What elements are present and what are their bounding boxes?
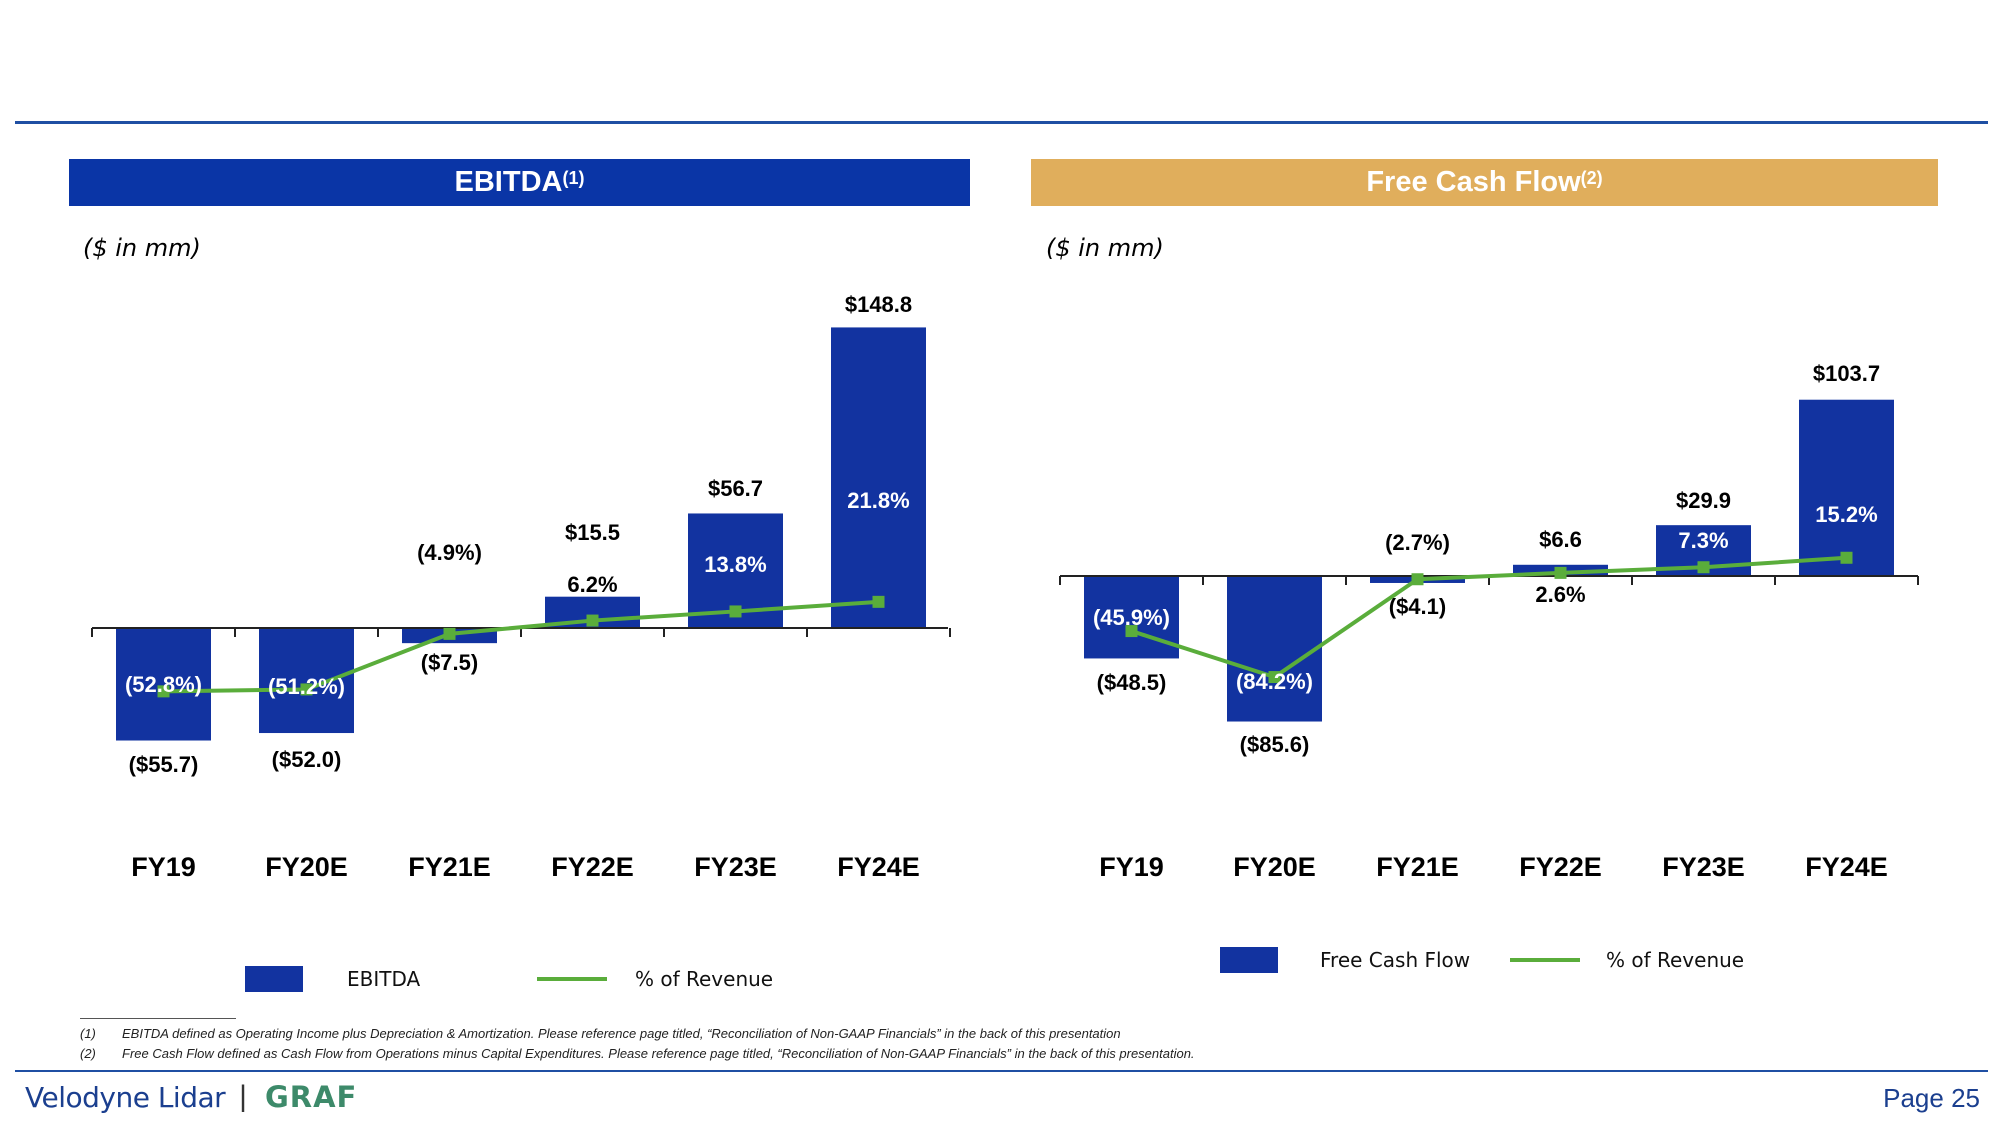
brand-logo: Velodyne Lidar | GRAF bbox=[25, 1080, 357, 1114]
fcf-bar-fy19 bbox=[1084, 576, 1179, 659]
fcf-pct-label-fy21e: (2.7%) bbox=[1385, 530, 1450, 555]
footnote-rule bbox=[80, 1018, 236, 1019]
fcf-pct-label-fy24e: 15.2% bbox=[1815, 502, 1877, 527]
fcf-category-fy22e: FY22E bbox=[1519, 852, 1602, 882]
fcf-pct-marker-fy21e bbox=[1411, 573, 1424, 586]
ebitda-pct-label-fy22e: 6.2% bbox=[567, 572, 617, 597]
fcf-bar-label-fy22e: $6.6 bbox=[1539, 527, 1582, 552]
ebitda-pct-marker-fy22e bbox=[586, 614, 599, 627]
ebitda-pct-marker-fy23e bbox=[729, 605, 742, 618]
fcf-legend: Free Cash Flow % of Revenue bbox=[1220, 947, 1744, 973]
ebitda-bar-label-fy23e: $56.7 bbox=[708, 476, 763, 501]
ebitda-bar-label-fy19: ($55.7) bbox=[129, 752, 199, 777]
fcf-category-fy20e: FY20E bbox=[1233, 852, 1316, 882]
ebitda-legend-line-swatch bbox=[537, 977, 607, 981]
ebitda-category-fy20e: FY20E bbox=[265, 852, 348, 882]
fcf-pct-label-fy22e: 2.6% bbox=[1535, 582, 1585, 607]
fcf-pct-label-fy20e: (84.2%) bbox=[1236, 669, 1313, 694]
fcf-title: Free Cash Flow bbox=[1366, 166, 1581, 198]
fcf-pct-marker-fy20e bbox=[1268, 671, 1281, 684]
ebitda-category-fy21e: FY21E bbox=[408, 852, 491, 882]
footnote-2: (2) Free Cash Flow defined as Cash Flow … bbox=[80, 1046, 1195, 1061]
fcf-header: Free Cash Flow (2) bbox=[1031, 159, 1938, 206]
footnote-1-text: EBITDA defined as Operating Income plus … bbox=[122, 1026, 1121, 1041]
ebitda-bar-fy24e bbox=[831, 327, 926, 628]
ebitda-pct-marker-fy24e bbox=[872, 595, 885, 608]
velodyne-logo: Velodyne Lidar bbox=[25, 1080, 226, 1114]
ebitda-units: ($ in mm) bbox=[83, 234, 201, 262]
ebitda-pct-label-fy24e: 21.8% bbox=[847, 488, 909, 513]
ebitda-bar-label-fy22e: $15.5 bbox=[565, 520, 620, 545]
ebitda-pct-marker-fy21e bbox=[443, 627, 456, 640]
fcf-pct-line bbox=[1130, 555, 1847, 680]
fcf-legend-bar-label: Free Cash Flow bbox=[1320, 948, 1471, 972]
ebitda-legend-swatch bbox=[245, 966, 303, 992]
fcf-pct-marker-fy23e bbox=[1697, 561, 1710, 574]
fcf-pct-label-fy23e: 7.3% bbox=[1678, 528, 1728, 553]
ebitda-legend-line-label: % of Revenue bbox=[635, 967, 774, 991]
ebitda-pct-line bbox=[163, 599, 879, 694]
footnote-2-text: Free Cash Flow defined as Cash Flow from… bbox=[122, 1046, 1195, 1061]
ebitda-bar-label-fy20e: ($52.0) bbox=[272, 747, 342, 772]
fcf-bar-label-fy19: ($48.5) bbox=[1097, 670, 1167, 695]
ebitda-pct-label-fy20e: (51.2%) bbox=[268, 674, 345, 699]
fcf-category-fy24e: FY24E bbox=[1805, 852, 1888, 882]
ebitda-category-fy24e: FY24E bbox=[837, 852, 920, 882]
ebitda-pct-marker-fy20e bbox=[300, 683, 313, 696]
ebitda-category-fy19: FY19 bbox=[131, 852, 196, 882]
ebitda-bar-label-fy24e: $148.8 bbox=[845, 292, 912, 317]
graf-logo: GRAF bbox=[264, 1080, 358, 1114]
ebitda-category-fy23e: FY23E bbox=[694, 852, 777, 882]
ebitda-title: EBITDA bbox=[454, 166, 563, 198]
bottom-rule bbox=[15, 1070, 1988, 1072]
fcf-bar-fy20e bbox=[1227, 576, 1322, 722]
ebitda-legend-bar-label: EBITDA bbox=[347, 967, 421, 991]
fcf-pct-marker-fy22e bbox=[1554, 566, 1567, 579]
ebitda-legend: EBITDA % of Revenue bbox=[245, 966, 773, 992]
fcf-bar-label-fy24e: $103.7 bbox=[1813, 361, 1880, 386]
ebitda-header: EBITDA (1) bbox=[69, 159, 970, 206]
footnote-2-num: (2) bbox=[80, 1046, 96, 1061]
ebitda-bar-label-fy21e: ($7.5) bbox=[421, 650, 478, 675]
ebitda-category-fy22e: FY22E bbox=[551, 852, 634, 882]
footnote-1-num: (1) bbox=[80, 1026, 96, 1041]
page-number: Page 25 bbox=[1883, 1083, 1980, 1113]
ebitda-pct-label-fy21e: (4.9%) bbox=[417, 540, 482, 565]
fcf-sup: (2) bbox=[1580, 168, 1603, 188]
fcf-pct-label-fy19: (45.9%) bbox=[1093, 605, 1170, 630]
fcf-legend-line-label: % of Revenue bbox=[1606, 948, 1745, 972]
brand-separator: | bbox=[239, 1080, 247, 1113]
fcf-legend-swatch bbox=[1220, 947, 1278, 973]
top-rule bbox=[15, 121, 1988, 124]
fcf-bar-label-fy21e: ($4.1) bbox=[1389, 594, 1446, 619]
fcf-pct-marker-fy19 bbox=[1125, 625, 1138, 638]
ebitda-bar-fy19 bbox=[116, 628, 211, 741]
fcf-category-fy21e: FY21E bbox=[1376, 852, 1459, 882]
ebitda-pct-label-fy19: (52.8%) bbox=[125, 672, 202, 697]
ebitda-bar-fy20e bbox=[259, 628, 354, 734]
fcf-units: ($ in mm) bbox=[1046, 234, 1164, 262]
fcf-category-fy23e: FY23E bbox=[1662, 852, 1745, 882]
ebitda-sup: (1) bbox=[562, 168, 585, 188]
fcf-bar-label-fy20e: ($85.6) bbox=[1240, 732, 1310, 757]
ebitda-pct-marker-fy19 bbox=[157, 685, 170, 698]
fcf-legend-line-swatch bbox=[1510, 958, 1580, 962]
footnote-1: (1) EBITDA defined as Operating Income p… bbox=[80, 1026, 1121, 1041]
fcf-bar-fy24e bbox=[1799, 399, 1894, 576]
fcf-pct-marker-fy24e bbox=[1840, 551, 1853, 564]
ebitda-pct-label-fy23e: 13.8% bbox=[704, 552, 766, 577]
fcf-category-fy19: FY19 bbox=[1099, 852, 1164, 882]
fcf-bar-label-fy23e: $29.9 bbox=[1676, 488, 1731, 513]
